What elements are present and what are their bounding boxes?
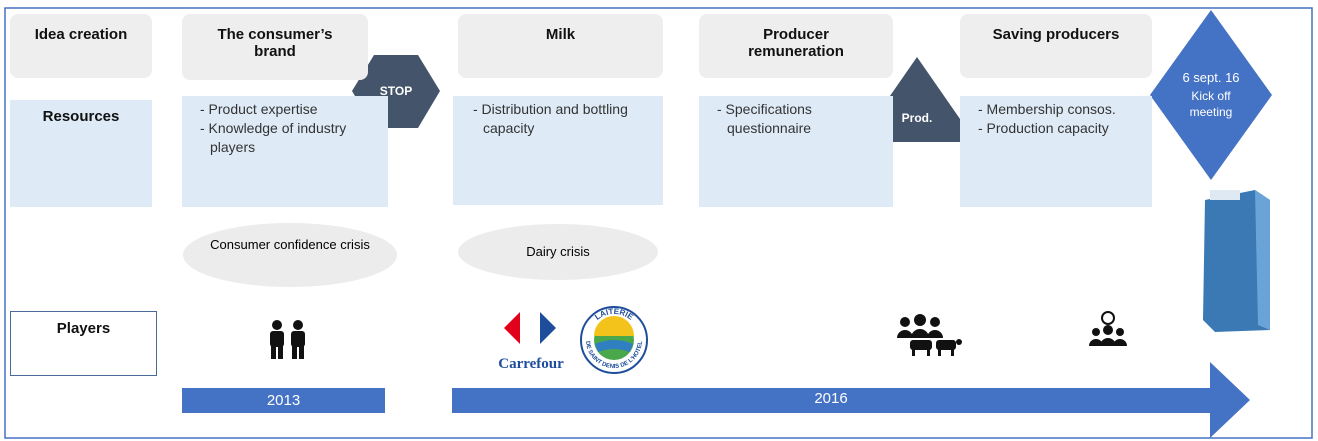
year-label: 2016: [452, 390, 1210, 407]
body: LAITERIE DE SAINT DENIS DE L'HOTEL Idea …: [0, 0, 1318, 441]
row-label: Idea creation: [10, 14, 152, 78]
people-icon: [270, 320, 305, 359]
resource-item: - Specifications questionnaire: [717, 100, 833, 138]
year-label: 2013: [182, 392, 385, 409]
row-label: Players: [10, 311, 157, 376]
farmers-icon: [897, 314, 962, 356]
idea-people-icon: [1089, 312, 1127, 346]
milestone-label: Kick off meeting: [1180, 88, 1242, 120]
resource-item: - Membership consos.: [978, 100, 1144, 119]
page: Timeline {"rows": {"idea": "Idea creatio…: [0, 0, 1318, 441]
stage-resources: - Membership consos. - Production capaci…: [960, 96, 1152, 207]
resource-item: - Production capacity: [978, 119, 1144, 138]
stop-label: STOP: [352, 84, 440, 98]
logo-text: Carrefour: [488, 356, 574, 373]
resource-item: - Knowledge of industry players: [200, 119, 358, 157]
stage-title: The consumer’s brand: [182, 14, 368, 80]
resource-item: - Distribution and bottling capacity: [473, 100, 655, 138]
carrefour-logo: [504, 312, 556, 344]
milestone-date: 6 sept. 16: [1170, 70, 1252, 85]
prod-label: Prod.: [870, 111, 964, 125]
crisis-label: Consumer confidence crisis: [210, 236, 370, 254]
milk-carton: [1203, 190, 1270, 332]
row-label: Resources: [10, 100, 152, 207]
stage-title: Producer remuneration: [699, 14, 893, 78]
stage-resources: - Distribution and bottling capacity: [453, 96, 663, 205]
crisis-label: Dairy crisis: [478, 244, 638, 259]
stage-title: Milk: [458, 14, 663, 78]
laiterie-logo: LAITERIE DE SAINT DENIS DE L'HOTEL: [581, 307, 647, 373]
resource-item: - Product expertise: [200, 100, 358, 119]
stage-resources: - Product expertise - Knowledge of indus…: [182, 96, 388, 207]
stage-resources: - Specifications questionnaire: [699, 96, 893, 207]
cloud: [183, 223, 397, 287]
stage-title: Saving producers: [960, 14, 1152, 78]
